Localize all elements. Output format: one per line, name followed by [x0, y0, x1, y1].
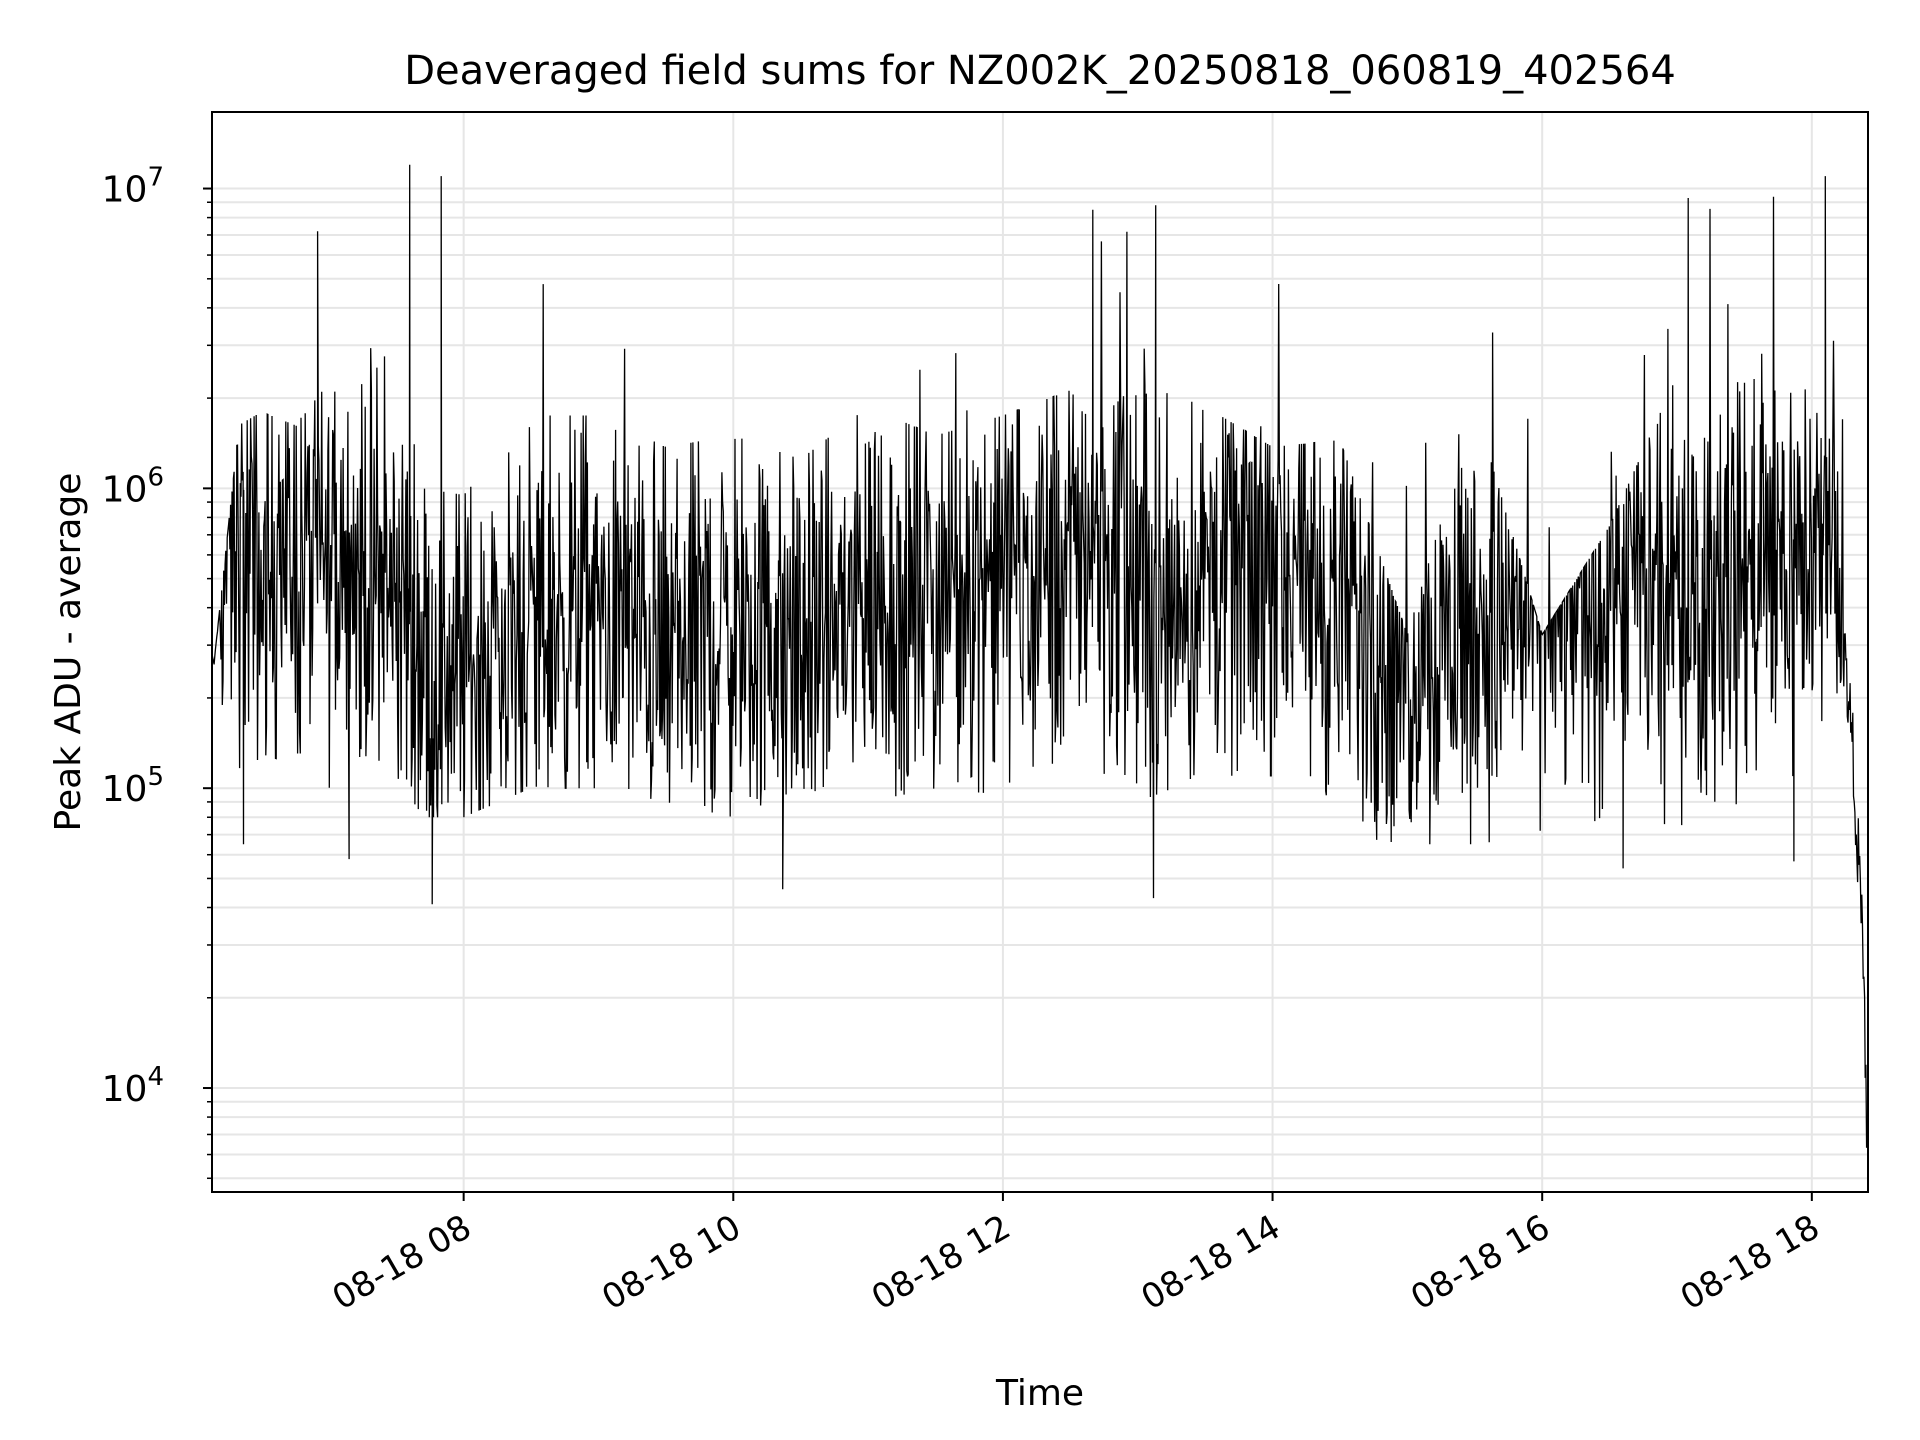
- y-tick-label: 104: [102, 1062, 164, 1110]
- plot-frame: [211, 111, 1869, 1193]
- y-axis: 104 105 106 107: [102, 163, 212, 1180]
- y-tick-label: 106: [102, 462, 164, 510]
- y-axis-label: Peak ADU - average: [48, 473, 89, 832]
- chart-title: Deaveraged field sums for NZ002K_2025081…: [404, 48, 1676, 94]
- data-series: [211, 164, 1869, 1148]
- y-tick-label: 105: [102, 762, 164, 810]
- y-tick-label: 107: [102, 163, 164, 211]
- series-line: [211, 164, 1869, 1148]
- x-axis-label: Time: [995, 1373, 1084, 1414]
- grid: [212, 112, 1868, 1192]
